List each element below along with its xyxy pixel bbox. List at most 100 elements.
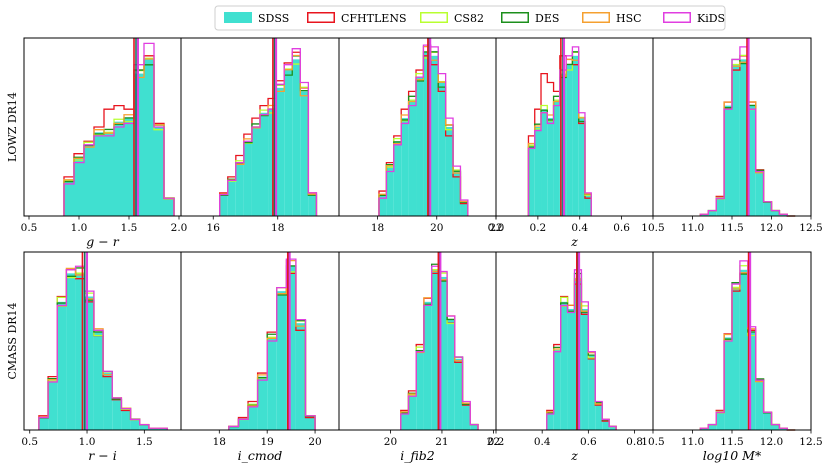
x-tick-label: 1.0 (71, 222, 88, 234)
x-axis-label: log10 M* (703, 448, 762, 463)
x-tick-label: 12.0 (760, 222, 783, 234)
sdss-bar (447, 319, 455, 430)
sdss-bar (716, 198, 725, 216)
panel-lowz-4: 0.0 0.2 0.4 0.6 z (488, 37, 654, 249)
sdss-bar (300, 91, 309, 216)
x-tick-label: 0.6 (613, 222, 630, 234)
sdss-bar (438, 82, 446, 216)
step-cfhtlens (63, 55, 175, 216)
step-cs82 (63, 57, 175, 216)
sdss-bar (470, 424, 478, 430)
x-tick-label: 20 (430, 222, 443, 234)
sdss-bar (716, 412, 725, 430)
sdss-bar (534, 127, 542, 216)
sdss-bar (124, 118, 134, 216)
sdss-bar (148, 428, 159, 430)
sdss-bar (139, 424, 149, 430)
sdss-bar (257, 376, 268, 430)
x-axis-label: z (570, 448, 578, 463)
panel-lowz-5: 10.5 11.0 11.5 12.0 12.5 (641, 37, 823, 234)
sdss-bar (724, 337, 732, 430)
x-tick-label: 22 (487, 436, 500, 448)
sdss-bar (700, 428, 709, 430)
sdss-bar (416, 77, 424, 216)
legend-label-kids: KiDS (697, 12, 725, 25)
legend-swatch-sdss (224, 12, 252, 23)
sdss-bar (104, 132, 114, 216)
x-tick-label: 0.2 (488, 436, 505, 448)
sdss-bar (755, 380, 764, 430)
x-tick-label: 22 (489, 222, 502, 234)
sdss-bar (763, 201, 772, 216)
sdss-bar (460, 201, 468, 216)
step-kids (219, 48, 318, 216)
legend-swatch-cs82 (420, 12, 448, 23)
x-tick-label: 20 (308, 436, 321, 448)
sdss-bar (295, 323, 306, 430)
legend-swatch-cfhtlens (307, 12, 335, 23)
x-tick-label: 10.5 (641, 222, 664, 234)
sdss-bar (248, 405, 258, 430)
x-axis-label: z (570, 234, 578, 249)
sdss-bar (144, 59, 154, 216)
sdss-bar (708, 210, 717, 216)
x-tick-label: 2.0 (171, 222, 188, 234)
step-hsc (63, 58, 175, 216)
x-tick-label: 1.5 (136, 436, 153, 448)
sdss-bar (251, 127, 260, 216)
sdss-bar (308, 194, 317, 216)
sdss-bar (747, 105, 756, 216)
x-tick-label: 0.4 (571, 222, 588, 234)
legend-label-hsc: HSC (616, 12, 642, 25)
sdss-bar (572, 55, 579, 216)
sdss-bar (238, 419, 249, 430)
x-tick-label: 1.5 (121, 222, 138, 234)
x-tick-label: 16 (207, 222, 221, 234)
sdss-bar (64, 180, 74, 216)
sdss-bar (416, 349, 424, 430)
step-cfhtlens (228, 272, 316, 430)
sdss-bar (284, 70, 293, 216)
x-tick-label: 1.0 (79, 436, 96, 448)
sdss-bar (708, 424, 717, 430)
sdss-bar (408, 394, 417, 430)
sdss-bar (771, 424, 780, 430)
panel-lowz-3: 18 20 22 (338, 37, 503, 234)
sdss-bar (219, 194, 228, 216)
x-tick-label: 0.4 (534, 436, 551, 448)
legend-swatch-des (501, 12, 529, 23)
sdss-bar (292, 59, 301, 216)
sdss-bar (462, 403, 471, 430)
panel-lowz-2: 16 18 (180, 37, 340, 234)
sdss-bar (227, 180, 236, 216)
sdss-bar (546, 412, 554, 430)
sdss-bar (164, 198, 174, 216)
sdss-bar (276, 291, 287, 430)
x-axis-label: r − i (88, 448, 116, 463)
x-axis-label: i_cmod (238, 448, 283, 463)
panel-cmass-1: 0.5 1.0 1.5 r − i (21, 251, 182, 463)
x-tick-label: 11.0 (681, 222, 704, 234)
sdss-bar (755, 171, 764, 216)
step-kids (63, 42, 175, 216)
x-tick-label: 0.5 (21, 436, 38, 448)
legend-label-cfhtlens: CFHTLENS (341, 12, 406, 25)
sdss-bar (724, 105, 732, 216)
panel-cmass-4: 0.2 0.4 0.6 0.8 z (488, 251, 654, 463)
legend-label-des: DES (535, 12, 559, 25)
x-tick-label: 0.2 (530, 222, 547, 234)
sdss-bar (228, 426, 239, 430)
x-axis-label: g − r (86, 234, 119, 249)
sdss-bar (581, 308, 589, 430)
sdss-bar (739, 59, 748, 216)
x-tick-label: 18 (213, 436, 226, 448)
sdss-bar (130, 419, 140, 430)
step-kids (38, 265, 168, 430)
sdss-bar (408, 100, 417, 216)
sdss-bar (121, 408, 131, 430)
sdss-bar (732, 64, 740, 216)
sdss-bar (567, 308, 575, 430)
sdss-bar (93, 332, 104, 430)
sdss-bar (602, 419, 610, 430)
panel-lowz-1: 0.5 1.0 1.5 2.0 g − r (21, 37, 188, 249)
